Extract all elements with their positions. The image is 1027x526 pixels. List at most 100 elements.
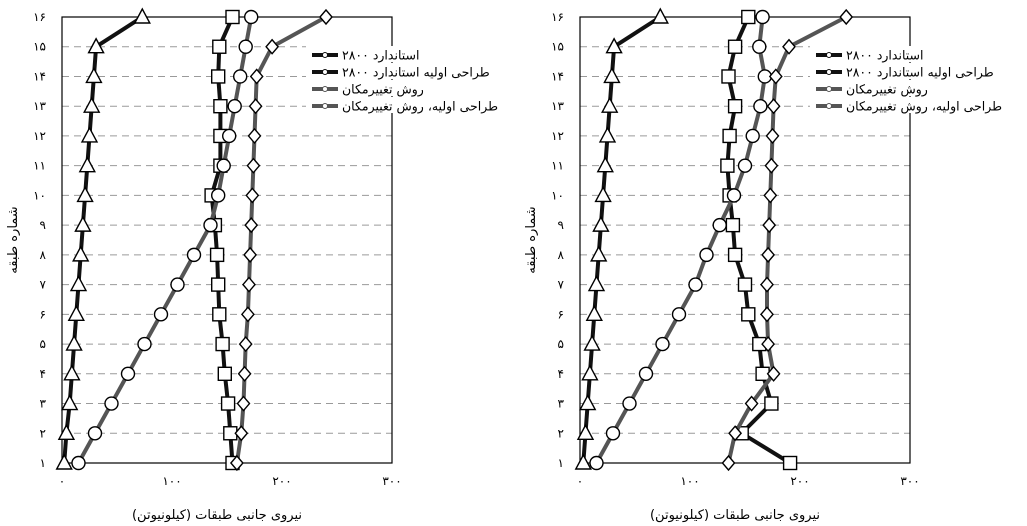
data-point-triangle [603,66,621,84]
data-point-circle [210,188,226,203]
data-point-triangle [605,37,623,54]
y-tick-label: ۲ [40,426,46,440]
legend-label-2: طراحی اولیه استاندارد ۲۸۰۰ [846,65,994,81]
data-point-triangle [583,334,601,351]
data-point-square [727,247,743,263]
data-point-circle [755,9,770,25]
data-point-circle [737,158,753,173]
data-point-diamond [761,335,776,353]
data-point-square [212,307,227,322]
data-point-circle [71,455,86,471]
data-point-square [764,396,779,411]
data-point-diamond [744,395,759,412]
data-point-circle [605,426,621,441]
data-point-triangle [72,245,90,262]
data-point-circle [216,158,231,173]
y-tick-label: ۵ [558,337,564,351]
y-tick-label: ۴ [558,367,564,381]
legend-background [306,97,416,113]
legend-background [306,80,416,96]
data-point-square [220,396,236,411]
data-point-triangle [74,215,92,232]
data-point-diamond [768,68,783,85]
legend-swatch-dot [322,69,328,75]
y-tick-label: ۴ [40,367,46,381]
data-point-square [213,98,228,114]
data-point-circle [726,188,742,203]
data-point-circle [745,128,760,144]
data-point-square [209,247,225,263]
legend-swatch-dot [322,103,328,109]
x-tick-label: ۲۰۰ [790,474,809,488]
legend-background [810,46,920,62]
data-point-diamond [249,68,264,85]
data-point-circle [232,69,248,84]
data-point-circle [137,336,152,352]
legend-label-3: روش تغییرمکان [342,82,424,98]
data-point-diamond [721,454,736,472]
y-tick-label: ۷ [40,278,47,292]
data-point-diamond [766,98,781,115]
data-point-triangle [133,7,151,24]
legend-background [306,63,416,79]
data-point-triangle [579,394,597,411]
data-point-square [737,277,753,292]
data-point-square [721,69,736,84]
series-line-4 [726,15,848,464]
series-line-2 [581,15,662,464]
y-tick-label: ۳ [558,397,565,411]
data-point-triangle [83,96,101,113]
y-tick-label: ۱۵ [33,40,46,54]
data-point-diamond [246,157,261,174]
data-point-circle [688,277,703,292]
x-tick-label: ۰ [577,474,583,488]
data-point-diamond [243,246,258,263]
data-point-diamond [248,98,263,115]
data-point-triangle [87,37,105,54]
series-line-3 [76,16,254,464]
y-tick-label: ۱۴ [33,69,46,83]
data-point-circle [712,217,727,233]
y-tick-label: ۷ [558,278,565,292]
x-tick-label: ۱۰۰ [680,474,699,488]
y-tick-label: ۱۳ [33,99,46,113]
data-point-square [725,217,741,233]
data-point-circle [243,9,259,25]
legend-background [810,80,920,96]
data-point-diamond [236,395,251,412]
y-tick-label: ۱۱ [551,159,564,173]
data-point-diamond [763,187,778,204]
y-tick-label: ۶ [558,307,564,321]
y-tick-label: ۶ [40,307,46,321]
data-point-diamond [229,454,244,472]
data-point-diamond [234,425,249,442]
data-point-diamond [242,276,256,293]
data-point-square [727,39,743,54]
data-point-triangle [78,156,96,173]
data-point-circle [170,277,185,292]
data-point-circle [87,426,103,441]
data-point-triangle [67,304,85,322]
data-point-diamond [766,365,781,382]
data-point-circle [238,39,253,54]
series-line-1 [725,16,792,465]
data-point-diamond [762,217,777,234]
series-line-4 [234,15,327,464]
data-point-square [225,9,240,25]
data-point-triangle [69,275,88,292]
data-point-triangle [596,156,614,173]
y-tick-label: ۵ [40,337,46,351]
legend-swatch-dot [826,69,832,75]
data-point-triangle [55,453,73,470]
data-point-diamond [240,306,255,323]
y-axis-title: شماره طبقه [524,206,539,273]
y-tick-label: ۱۰ [33,188,46,202]
x-tick-label: ۳۰۰ [900,474,919,488]
data-point-diamond [764,157,779,174]
y-tick-label: ۱۴ [551,69,564,83]
data-point-circle [104,396,119,411]
y-tick-label: ۳ [40,397,47,411]
